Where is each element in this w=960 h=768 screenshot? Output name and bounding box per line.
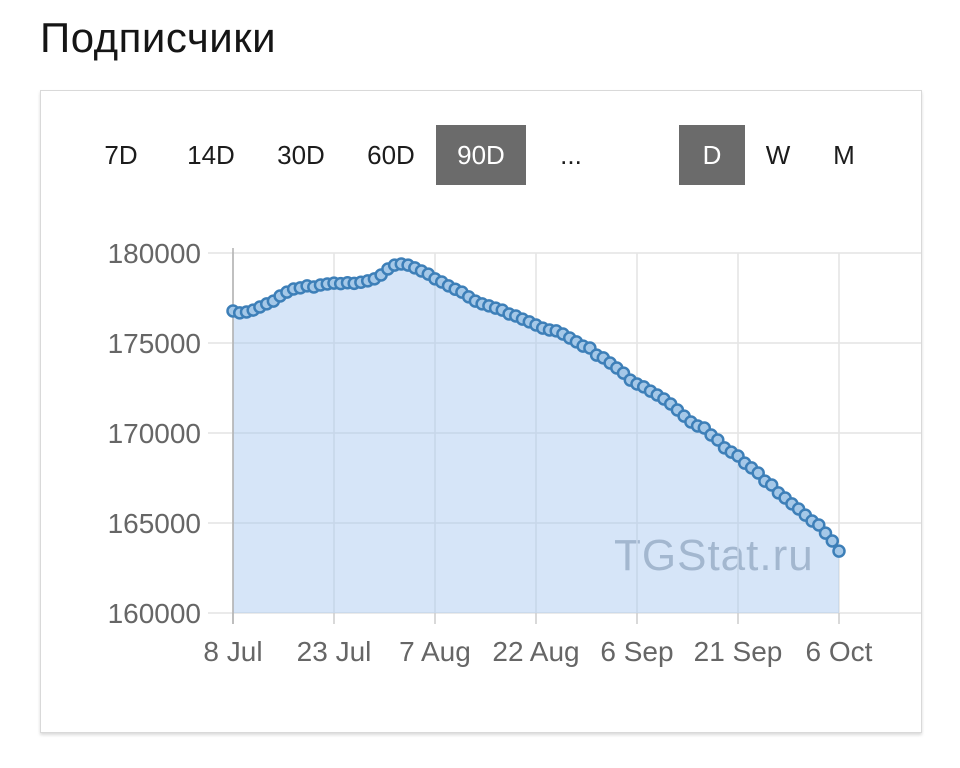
x-axis-label: 7 Aug	[399, 636, 471, 667]
range-button-90d[interactable]: 90D	[436, 125, 526, 185]
granularity-toolbar: D W M	[679, 125, 877, 185]
granularity-button-month[interactable]: M	[811, 125, 877, 185]
granularity-button-week[interactable]: W	[745, 125, 811, 185]
range-button-60d[interactable]: 60D	[346, 125, 436, 185]
y-axis-label: 175000	[108, 328, 201, 359]
data-point[interactable]	[832, 544, 846, 558]
x-axis-label: 6 Sep	[600, 636, 673, 667]
x-axis-label: 22 Aug	[492, 636, 579, 667]
y-axis-label: 165000	[108, 508, 201, 539]
page-title: Подписчики	[40, 14, 277, 61]
subscribers-chart[interactable]: 160000 165000 170000 175000 180000 8 Jul 23 Ju…	[41, 91, 921, 732]
y-axis-label: 170000	[108, 418, 201, 449]
x-axis-label: 23 Jul	[297, 636, 372, 667]
x-axis-label: 8 Jul	[203, 636, 262, 667]
granularity-button-day[interactable]: D	[679, 125, 745, 185]
y-axis-label: 180000	[108, 238, 201, 269]
area-fill	[233, 264, 839, 613]
data-point[interactable]	[825, 534, 840, 548]
x-axis-label: 6 Oct	[806, 636, 873, 667]
range-button-14d[interactable]: 14D	[166, 125, 256, 185]
chart-card: 7D 14D 30D 60D 90D ... D W M TGStat.ru 1…	[40, 90, 922, 733]
range-button-30d[interactable]: 30D	[256, 125, 346, 185]
x-axis-label: 21 Sep	[694, 636, 783, 667]
range-more-button[interactable]: ...	[526, 125, 616, 185]
y-axis-label: 160000	[108, 598, 201, 629]
range-button-7d[interactable]: 7D	[76, 125, 166, 185]
watermark: TGStat.ru	[614, 531, 824, 581]
range-toolbar: 7D 14D 30D 60D 90D ...	[76, 125, 616, 185]
